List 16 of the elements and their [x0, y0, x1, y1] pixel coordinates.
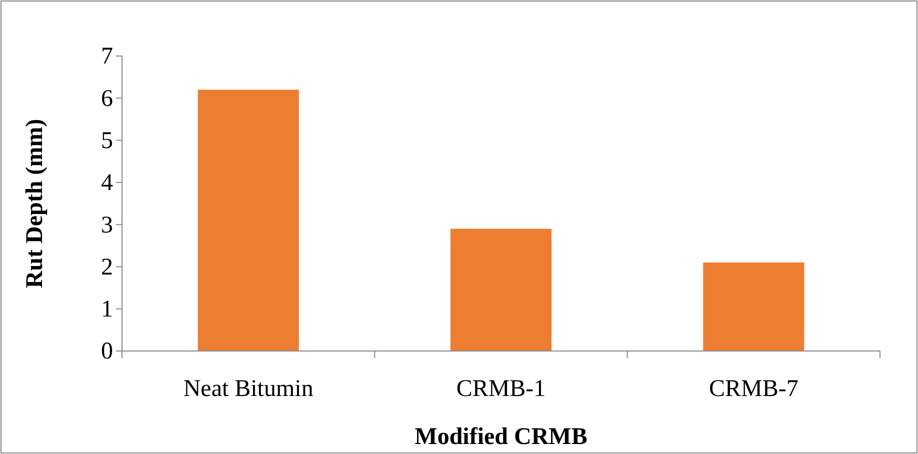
y-tick-label: 3: [101, 212, 113, 238]
y-tick-label: 0: [101, 338, 113, 365]
y-axis-title: Rut Depth (mm): [22, 118, 48, 288]
x-tick-label: Neat Bitumin: [183, 376, 314, 402]
x-tick-label: CRMB-1: [456, 376, 546, 402]
y-tick-label: 7: [101, 44, 113, 70]
bar: [450, 228, 552, 351]
y-tick-label: 1: [101, 296, 113, 323]
y-tick-label: 4: [101, 170, 113, 196]
x-axis-title: Modified CRMB: [414, 424, 588, 450]
x-tick-label: CRMB-7: [708, 376, 798, 402]
bar: [703, 262, 804, 351]
bar: [198, 90, 299, 351]
y-tick-label: 6: [101, 86, 113, 112]
y-tick-label: 2: [101, 254, 113, 280]
y-tick-label: 5: [101, 128, 113, 154]
